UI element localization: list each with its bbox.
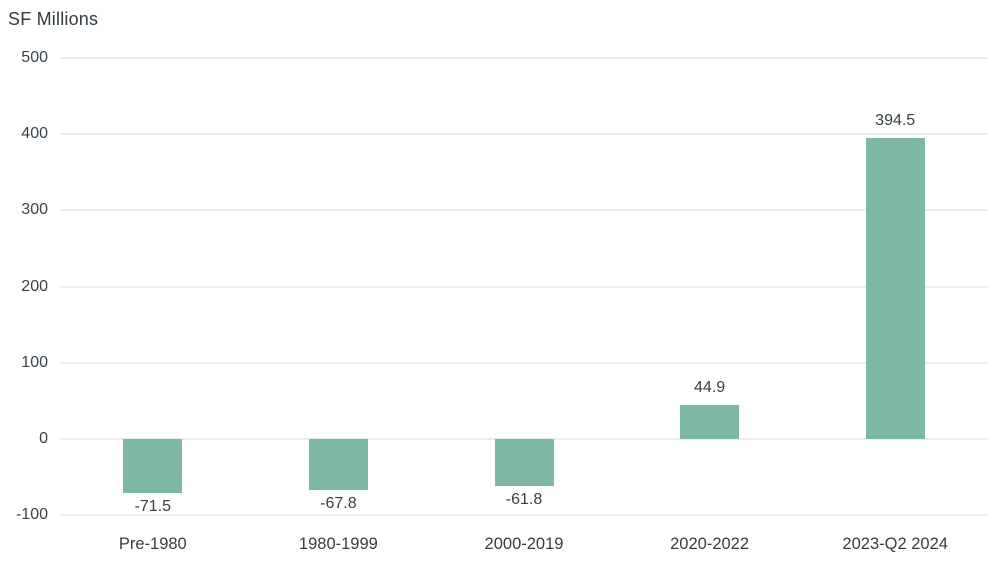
gridline [60, 514, 988, 516]
gridline [60, 361, 988, 364]
x-axis-label: 2000-2019 [484, 535, 564, 553]
x-axis-label: Pre-1980 [118, 535, 187, 553]
bar[interactable] [865, 138, 925, 439]
y-axis-tick-label: 200 [21, 277, 48, 295]
y-axis-tick-label: 300 [21, 201, 48, 219]
y-axis-tick-label: -100 [15, 506, 48, 523]
bar[interactable] [494, 438, 554, 486]
gridline [60, 209, 988, 212]
y-axis-tick-label: 500 [21, 49, 48, 66]
gridline [60, 133, 988, 136]
x-axis-label: 1980-1999 [298, 535, 378, 553]
x-axis-label: 2020-2022 [670, 535, 750, 553]
y-axis-tick-label: 400 [21, 125, 48, 143]
bar-value-label: 394.5 [875, 112, 916, 130]
bar-value-label: -71.5 [134, 498, 172, 516]
bar-value-label: -67.8 [320, 495, 357, 513]
gridline [60, 57, 988, 59]
y-axis-tick-label: 0 [39, 429, 48, 447]
bar-value-label: 44.9 [694, 378, 726, 396]
bar[interactable] [123, 438, 183, 494]
chart-title: SF Millions [8, 9, 99, 29]
y-axis-tick-label: 100 [21, 353, 48, 371]
bar[interactable] [680, 404, 740, 439]
bar-value-label: -61.8 [505, 490, 543, 508]
x-axis-label: 2023-Q2 2024 [842, 535, 948, 553]
gridline [60, 285, 988, 288]
bar[interactable] [308, 438, 368, 491]
